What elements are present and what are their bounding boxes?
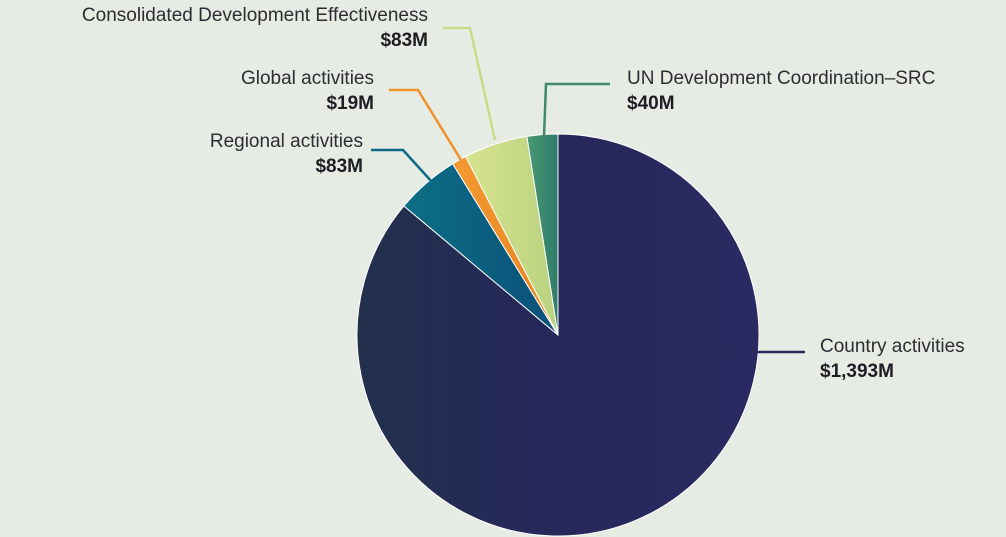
slice-value-3: $83M <box>380 30 428 51</box>
pie-slice-4 <box>526 133 559 336</box>
leader-line-1 <box>371 148 433 183</box>
leader-line-3 <box>443 26 497 141</box>
slice-value-4: $40M <box>627 93 675 114</box>
slice-label-2: Global activities <box>241 68 374 89</box>
slice-label-4: UN Development Coordination–SRC <box>627 68 935 89</box>
slice-value-1: $83M <box>315 156 363 177</box>
slice-value-0: $1,393M <box>820 361 894 382</box>
slice-label-1: Regional activities <box>210 131 363 152</box>
leader-line-4 <box>542 82 610 137</box>
slice-label-3: Consolidated Development Effectiveness <box>82 5 428 26</box>
slice-label-0: Country activities <box>820 336 965 357</box>
slice-value-2: $19M <box>326 93 374 114</box>
leader-line-2 <box>389 88 463 161</box>
